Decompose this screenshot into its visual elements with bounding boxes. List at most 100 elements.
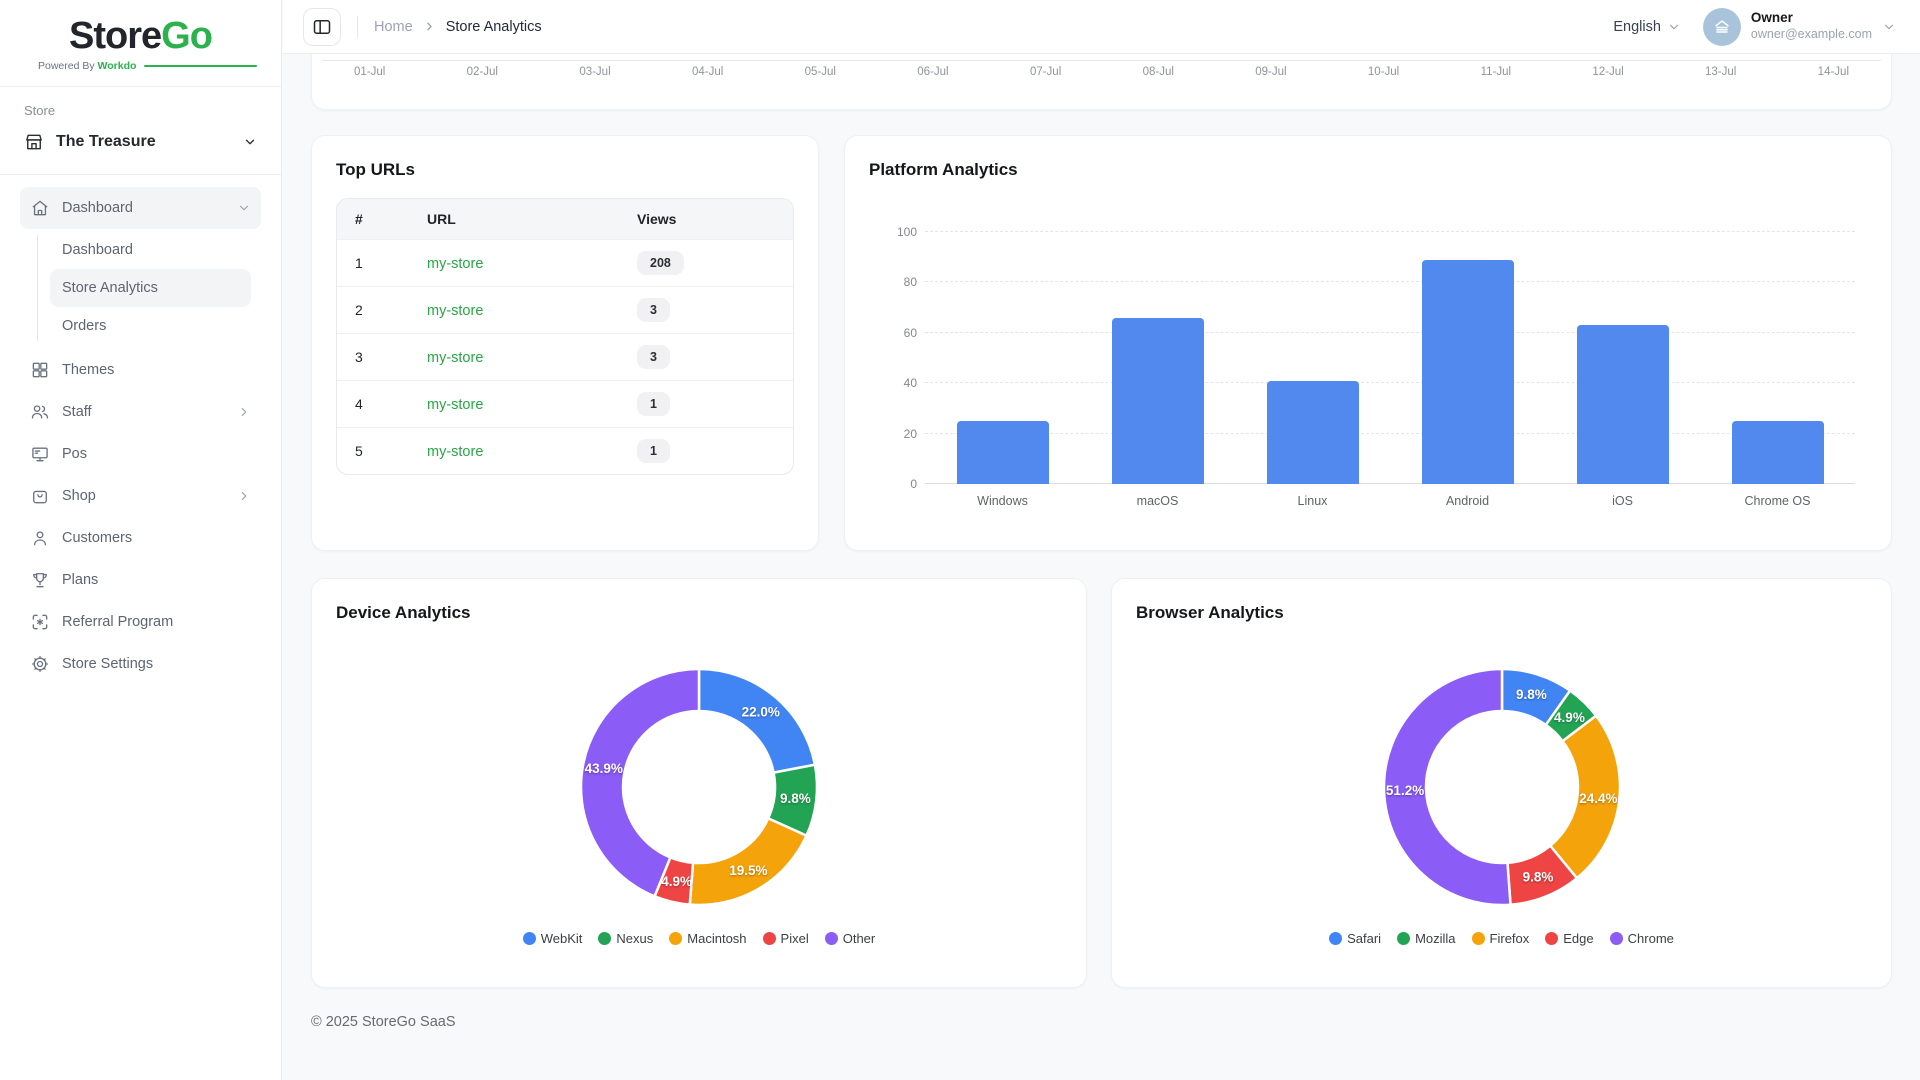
language-selector[interactable]: English [1613,19,1681,35]
device-analytics-card: Device Analytics 22.0% 9.8% 19.5% 4.9% 43.9%… [311,578,1087,988]
slice-percent-label: 24.4% [1579,791,1617,806]
y-tick-label: 40 [903,376,917,391]
device-chart-legend: WebKit Nexus Macintosh Pixel Other [522,931,875,946]
logo-block[interactable]: StoreGo Powered By Workdo [0,0,281,87]
bar-ios [1576,325,1669,484]
sidebar-item-plans[interactable]: Plans [20,559,261,601]
store-selector[interactable]: The Treasure [24,132,257,170]
chevron-right-icon [237,405,251,419]
legend-label: Macintosh [687,931,747,946]
date-label: 09-Jul [1255,66,1287,78]
legend-item-macintosh[interactable]: Macintosh [669,931,747,946]
views-badge: 1 [637,439,670,463]
legend-item-chrome[interactable]: Chrome [1609,931,1674,946]
bar-cell [1080,317,1235,484]
slice-percent-label: 9.8% [1515,687,1546,702]
trophy-icon [30,570,50,590]
x-axis-date-labels: 01-Jul 02-Jul 03-Jul 04-Jul 05-Jul 06-Jul 07-J… [354,66,1849,78]
sidebar-nav: Dashboard Dashboard Store Analytics Orde… [0,175,281,697]
date-label: 12-Jul [1592,66,1624,78]
sidebar-item-store-settings[interactable]: Store Settings [20,643,261,685]
sidebar-toggle-button[interactable] [303,7,341,46]
sidebar-item-pos[interactable]: Pos [20,433,261,475]
sidebar-subitem-dashboard[interactable]: Dashboard [62,241,133,258]
device-donut-chart: 22.0% 9.8% 19.5% 4.9% 43.9% [579,667,819,907]
legend-label: Pixel [780,931,809,946]
dashboard-submenu: Dashboard Store Analytics Orders [20,231,251,345]
legend-dot [522,932,536,945]
legend-item-nexus[interactable]: Nexus [598,931,653,946]
bag-icon [30,486,50,506]
sidebar-item-shop[interactable]: Shop [20,475,261,517]
legend-item-edge[interactable]: Edge [1545,931,1594,946]
legend-item-firefox[interactable]: Firefox [1471,931,1530,946]
table-row: 3 my-store 3 [337,333,793,380]
sidebar-item-staff[interactable]: Staff [20,391,261,433]
bar-cell [1235,380,1390,484]
footer-copyright: © 2025 StoreGo SaaS [311,1014,456,1030]
bar-windows [956,421,1049,484]
sidebar-subitem-store-analytics[interactable]: Store Analytics [50,268,251,307]
date-label: 05-Jul [804,66,836,78]
legend-item-other[interactable]: Other [824,931,875,946]
user-menu[interactable]: Owner owner@example.com [1702,7,1896,46]
referral-icon [30,612,50,632]
donut-slice-webkit [697,667,817,774]
legend-dot [762,932,776,945]
platform-analytics-card: Platform Analytics 0 20 40 60 80 100 Windows m… [844,135,1892,551]
slice-percent-label: 9.8% [780,791,811,806]
powered-by: Powered By Workdo [24,60,257,72]
sidebar-item-customers[interactable]: Customers [20,517,261,559]
sidebar: StoreGo Powered By Workdo Store The Trea… [0,0,282,1080]
url-link[interactable]: my-store [427,443,484,460]
bars-layer [925,232,1855,484]
date-label: 07-Jul [1029,66,1062,78]
users-icon [30,402,50,422]
date-label: 13-Jul [1705,66,1737,78]
donut-slice-chrome [1382,667,1512,907]
top-urls-title: Top URLs [336,160,416,179]
bar-android [1421,259,1514,484]
date-label: 08-Jul [1142,66,1174,78]
legend-label: Firefox [1489,931,1530,946]
building-icon [1715,19,1729,33]
url-link[interactable]: my-store [427,349,484,366]
legend-item-pixel[interactable]: Pixel [762,931,809,946]
date-label: 01-Jul [354,66,386,78]
date-label: 14-Jul [1817,66,1849,78]
legend-item-safari[interactable]: Safari [1329,931,1381,946]
legend-item-mozilla[interactable]: Mozilla [1397,931,1456,946]
sidebar-item-dashboard[interactable]: Dashboard [20,186,261,229]
bar-linux [1266,380,1359,484]
table-row: 5 my-store 1 [337,427,793,474]
chevron-right-icon [237,489,251,503]
y-tick-label: 20 [903,426,917,441]
legend-dot [1609,932,1623,945]
y-tick-label: 80 [903,275,917,290]
slice-percent-label: 4.9% [1554,710,1585,725]
legend-dot [598,932,612,945]
category-label: macOS [1136,494,1179,508]
breadcrumb-home-link[interactable]: Home [374,18,413,35]
y-tick-label: 0 [910,477,917,491]
url-link[interactable]: my-store [427,302,484,319]
category-label: Android [1445,494,1490,508]
sidebar-item-referral-program[interactable]: Referral Program [20,601,261,643]
date-label: 10-Jul [1367,66,1400,78]
home-icon [30,198,50,218]
sidebar-subitem-orders[interactable]: Orders [62,317,107,334]
url-link[interactable]: my-store [427,396,484,413]
store-section-label: Store [24,102,56,118]
table-header-row: # URL Views [337,199,793,239]
legend-item-webkit[interactable]: WebKit [522,931,583,946]
url-link[interactable]: my-store [427,255,484,272]
views-badge: 3 [637,298,670,322]
sidebar-item-themes[interactable]: Themes [20,349,261,391]
legend-label: Mozilla [1415,931,1456,946]
device-analytics-title: Device Analytics [336,603,471,622]
top-urls-card: Top URLs # URL Views 1 my-store 208 2 my [311,135,819,551]
sidebar-divider [0,173,281,175]
legend-label: WebKit [540,931,583,946]
views-badge: 208 [637,251,684,275]
gridline: 0 [910,477,1855,491]
